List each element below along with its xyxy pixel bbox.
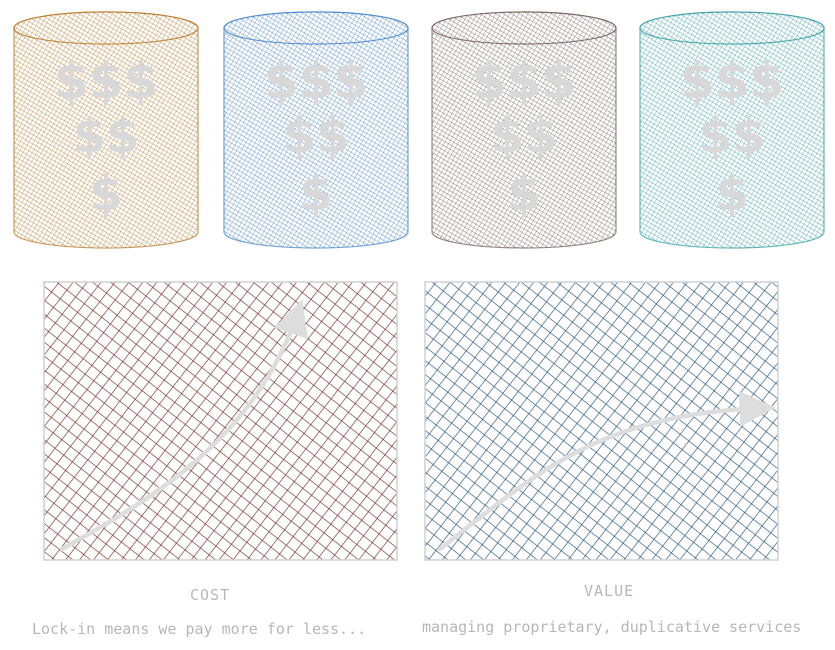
cost-chart-panel: [44, 282, 397, 560]
dollar-signs: $$$: [680, 52, 784, 110]
dollar-signs: $$$: [264, 52, 368, 110]
barrel-3: $$$$$$: [432, 12, 616, 248]
cost-label: COST: [190, 586, 230, 604]
charts-row: [44, 282, 778, 560]
dollar-signs: $$: [73, 108, 140, 164]
barrel-lid: [224, 12, 408, 44]
dollar-signs: $: [89, 166, 122, 222]
value-chart: [425, 282, 778, 560]
value-note: managing proprietary, duplicative servic…: [422, 618, 801, 636]
barrel-lid: [432, 12, 616, 44]
cost-chart: [44, 282, 397, 560]
barrel-1: $$$$$$: [14, 12, 198, 248]
cost-note: Lock-in means we pay more for less...: [32, 620, 366, 638]
barrel-lid: [14, 12, 198, 44]
barrel-lid: [640, 12, 824, 44]
dollar-signs: $: [715, 166, 748, 222]
barrel-4: $$$$$$: [640, 12, 824, 248]
dollar-signs: $$: [283, 108, 350, 164]
dollar-signs: $$$: [472, 52, 576, 110]
value-label: VALUE: [584, 582, 634, 600]
dollar-signs: $: [299, 166, 332, 222]
barrels-row: $$$$$$$$$$$$$$$$$$$$$$$$: [14, 12, 824, 248]
barrel-2: $$$$$$: [224, 12, 408, 248]
dollar-signs: $$: [699, 108, 766, 164]
dollar-signs: $: [507, 166, 540, 222]
dollar-signs: $$$: [54, 52, 158, 110]
dollar-signs: $$: [491, 108, 558, 164]
